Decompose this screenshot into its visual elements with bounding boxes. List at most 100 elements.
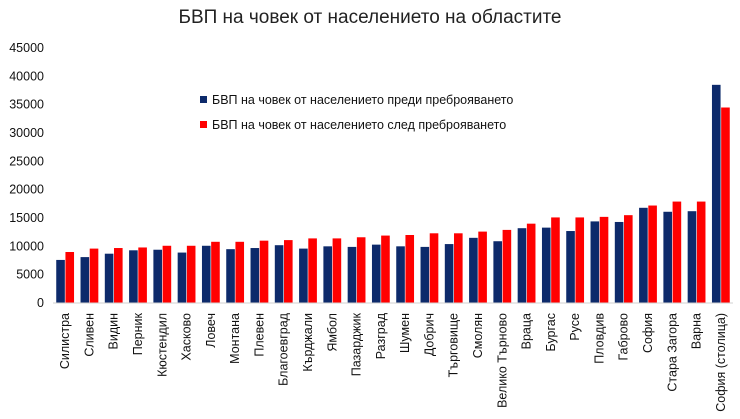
bar-before-17 (444, 244, 454, 303)
bar-before-22 (566, 231, 575, 303)
bar-after-24 (624, 215, 633, 303)
bar-after-5 (162, 245, 172, 303)
bar-before-19 (493, 241, 502, 303)
x-tick-label: Ловеч (204, 313, 218, 348)
bar-before-21 (541, 227, 551, 303)
x-tick-label: Русе (568, 313, 582, 341)
x-tick-label: Стара Загора (665, 313, 679, 392)
bars (56, 84, 730, 303)
bar-after-23 (599, 216, 609, 303)
bar-after-20 (526, 223, 536, 303)
x-tick-label: Кюстендил (155, 313, 169, 377)
bar-after-11 (308, 238, 317, 303)
x-tick-label: Пловдив (592, 313, 606, 364)
bar-before-4 (129, 250, 138, 303)
x-tick-label: Търговище (447, 313, 461, 377)
y-tick-label: 0 (37, 296, 44, 310)
bar-before-23 (590, 221, 600, 303)
x-tick-label: Ямбол (325, 313, 339, 352)
y-tick-label: 25000 (9, 154, 44, 168)
bar-after-27 (696, 201, 706, 303)
y-tick-label: 20000 (9, 183, 44, 197)
x-tick-label: Благоевград (277, 312, 291, 386)
x-tick-label: Видин (107, 313, 121, 350)
bar-before-26 (663, 211, 672, 303)
chart-title: БВП на човек от населението на областите (178, 7, 561, 28)
y-tick-label: 10000 (9, 239, 44, 253)
y-tick-label: 40000 (9, 69, 44, 83)
bar-after-18 (478, 231, 487, 303)
bar-after-4 (138, 247, 147, 303)
x-tick-label: Смолян (471, 313, 485, 358)
bar-before-14 (371, 244, 381, 303)
bar-after-8 (235, 241, 245, 303)
bar-before-16 (420, 246, 430, 303)
bar-after-2 (89, 248, 99, 303)
bar-after-28 (721, 107, 730, 303)
x-tick-label: Перник (131, 312, 145, 355)
bar-after-1 (65, 252, 75, 303)
bar-after-22 (575, 217, 585, 303)
x-tick-label: Бургас (544, 313, 558, 351)
y-axis: 0 5000 10000 15000 20000 25000 30000 35000 40000… (9, 41, 44, 310)
bar-after-25 (648, 205, 657, 303)
x-tick-label: Габрово (617, 313, 631, 361)
bar-before-28 (711, 84, 721, 303)
legend-swatch-after (200, 121, 207, 128)
bar-before-12 (323, 246, 332, 303)
legend-swatch-before (200, 96, 207, 103)
bar-after-21 (551, 217, 560, 303)
x-tick-label: Пазарджик (350, 312, 364, 376)
legend-label-before: БВП на човек от населението преди пребро… (212, 93, 513, 107)
bar-before-11 (299, 248, 308, 303)
x-tick-label: Кърджали (301, 313, 315, 372)
x-tick-label: София (столица) (714, 313, 728, 412)
bar-before-2 (80, 257, 90, 303)
bar-after-19 (502, 229, 512, 303)
bar-after-15 (405, 235, 415, 303)
bar-after-17 (454, 233, 463, 303)
y-tick-label: 30000 (9, 126, 44, 140)
bar-before-9 (250, 248, 260, 303)
bar-after-14 (381, 235, 390, 303)
x-tick-label: Силистра (58, 313, 72, 369)
bar-before-8 (226, 249, 235, 303)
bar-after-12 (332, 238, 342, 303)
x-tick-label: Шумен (398, 313, 412, 353)
bar-after-16 (429, 233, 439, 303)
x-tick-label: Монтана (228, 313, 242, 364)
x-tick-label: София (641, 313, 655, 353)
bar-after-3 (114, 248, 123, 303)
bar-after-26 (672, 201, 682, 303)
x-tick-label: Велико Търново (495, 313, 509, 408)
legend-label-after: БВП на човек от населението след преброя… (212, 118, 506, 132)
y-tick-label: 45000 (9, 41, 44, 55)
bar-after-9 (259, 240, 269, 303)
y-tick-label: 15000 (9, 211, 44, 225)
bar-after-10 (284, 240, 293, 303)
bar-before-5 (153, 249, 162, 303)
bar-before-3 (104, 253, 114, 303)
bar-before-20 (517, 228, 527, 303)
x-tick-label: Сливен (82, 313, 96, 357)
bar-before-18 (469, 237, 478, 303)
bar-before-15 (396, 246, 405, 303)
legend: БВП на човек от населението преди пребро… (200, 93, 513, 132)
bar-before-13 (347, 246, 357, 303)
bar-after-13 (356, 237, 366, 303)
x-tick-label: Варна (690, 313, 704, 349)
y-tick-label: 5000 (16, 268, 44, 282)
bar-before-24 (614, 221, 624, 303)
bar-before-6 (177, 252, 187, 303)
bar-before-10 (274, 245, 284, 303)
x-tick-label: Враца (520, 313, 534, 349)
bar-after-7 (211, 241, 220, 303)
x-tick-label: Плевен (252, 313, 266, 357)
bar-before-27 (687, 211, 697, 303)
x-tick-label: Разград (374, 312, 388, 359)
bar-before-25 (639, 207, 648, 303)
x-tick-label: Хасково (180, 313, 194, 361)
bar-after-6 (186, 245, 196, 303)
